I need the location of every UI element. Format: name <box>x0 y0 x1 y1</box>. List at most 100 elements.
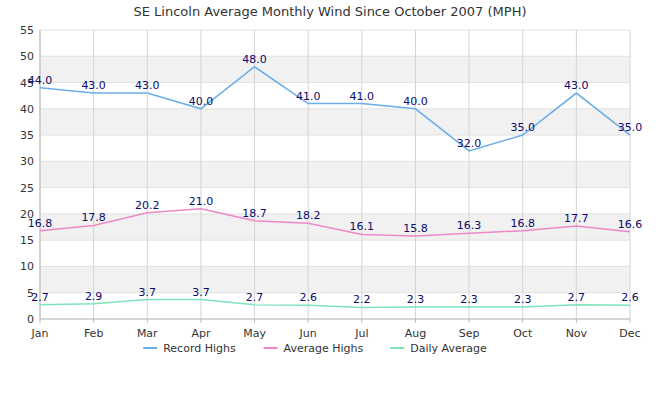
x-tick-label: Nov <box>566 327 588 340</box>
data-label: 16.8 <box>28 217 53 230</box>
data-label: 15.8 <box>403 222 428 235</box>
x-tick <box>522 319 523 323</box>
x-tick-label: Sep <box>459 327 480 340</box>
data-label: 43.0 <box>135 79 160 92</box>
data-label: 2.7 <box>568 291 586 304</box>
x-tick <box>415 319 416 323</box>
data-label: 2.3 <box>514 293 532 306</box>
grid-line-vertical <box>254 30 255 319</box>
data-label: 2.7 <box>246 291 264 304</box>
legend-swatch <box>264 347 278 349</box>
grid-line-vertical <box>93 30 94 319</box>
grid-line-vertical <box>576 30 577 319</box>
chart-container: SE Lincoln Average Monthly Wind Since Oc… <box>0 0 660 400</box>
x-tick <box>308 319 309 323</box>
data-label: 44.0 <box>28 74 53 87</box>
data-label: 16.1 <box>350 220 375 233</box>
grid-line-vertical <box>361 30 362 319</box>
grid-line-vertical <box>522 30 523 319</box>
data-label: 2.7 <box>31 291 49 304</box>
y-tick-label: 0 <box>27 313 34 326</box>
data-label: 32.0 <box>457 137 482 150</box>
data-label: 18.7 <box>242 207 267 220</box>
chart-svg: SE Lincoln Average Monthly Wind Since Oc… <box>0 0 660 400</box>
x-tick <box>93 319 94 323</box>
data-label: 3.7 <box>139 286 157 299</box>
grid-line-vertical <box>415 30 416 319</box>
x-tick <box>254 319 255 323</box>
data-label: 2.2 <box>353 293 371 306</box>
x-axis-line <box>40 319 630 320</box>
data-label: 2.3 <box>460 293 478 306</box>
x-tick <box>40 319 41 323</box>
grid-line <box>40 319 630 320</box>
grid-line <box>40 213 630 214</box>
data-label: 43.0 <box>81 79 106 92</box>
data-label: 41.0 <box>350 90 375 103</box>
data-label: 35.0 <box>510 121 535 134</box>
grid-line <box>40 240 630 241</box>
data-label: 17.7 <box>564 212 589 225</box>
grid-line <box>40 135 630 136</box>
x-tick-label: May <box>243 327 266 340</box>
grid-line-vertical <box>200 30 201 319</box>
x-tick <box>469 319 470 323</box>
data-label: 48.0 <box>242 53 267 66</box>
y-tick-label: 40 <box>20 103 34 116</box>
legend: Record HighsAverage HighsDaily Average <box>143 342 487 355</box>
y-tick-label: 30 <box>20 155 34 168</box>
series-line <box>40 300 630 308</box>
x-tick-label: Apr <box>191 327 211 340</box>
grid-line <box>40 82 630 83</box>
x-tick-label: Jun <box>299 327 317 340</box>
data-label: 41.0 <box>296 90 321 103</box>
grid-line-vertical <box>469 30 470 319</box>
y-tick-label: 35 <box>20 129 34 142</box>
y-tick-label: 50 <box>20 50 34 63</box>
grid-line-vertical <box>630 30 631 319</box>
grid-line <box>40 292 630 293</box>
y-tick-label: 55 <box>20 24 34 37</box>
grid-line <box>40 187 630 188</box>
y-tick-label: 15 <box>20 234 34 247</box>
data-label: 43.0 <box>564 79 589 92</box>
x-tick <box>200 319 201 323</box>
x-tick <box>361 319 362 323</box>
grid <box>40 30 630 319</box>
grid-line <box>40 56 630 57</box>
x-tick <box>630 319 631 323</box>
x-tick-label: Dec <box>619 327 640 340</box>
legend-swatch <box>390 347 404 349</box>
x-tick-label: Jan <box>31 327 49 340</box>
x-tick-label: Mar <box>137 327 158 340</box>
grid-band <box>40 161 630 187</box>
grid-line-vertical <box>308 30 309 319</box>
grid-line <box>40 266 630 267</box>
data-label: 21.0 <box>189 195 214 208</box>
legend-label: Record Highs <box>163 342 236 355</box>
data-label: 17.8 <box>81 211 106 224</box>
data-label: 2.6 <box>621 291 639 304</box>
data-label: 20.2 <box>135 199 160 212</box>
grid-line <box>40 108 630 109</box>
data-label: 2.9 <box>85 290 103 303</box>
series-line <box>40 67 630 151</box>
series-lines <box>40 67 630 308</box>
x-tick <box>576 319 577 323</box>
grid-band <box>40 56 630 82</box>
data-label: 2.6 <box>299 291 317 304</box>
y-tick-label: 10 <box>20 260 34 273</box>
chart-title: SE Lincoln Average Monthly Wind Since Oc… <box>133 4 526 19</box>
data-label: 35.0 <box>618 121 643 134</box>
x-tick <box>147 319 148 323</box>
legend-label: Average Highs <box>284 342 364 355</box>
x-tick-label: Feb <box>84 327 103 340</box>
data-label: 16.3 <box>457 219 482 232</box>
x-tick-label: Aug <box>405 327 426 340</box>
data-labels: 44.043.043.040.048.041.041.040.032.035.0… <box>28 53 643 307</box>
y-tick-label: 25 <box>20 182 34 195</box>
x-tick-label: Oct <box>513 327 533 340</box>
data-label: 40.0 <box>403 95 428 108</box>
data-label: 16.6 <box>618 218 643 231</box>
grid-line-vertical <box>147 30 148 319</box>
